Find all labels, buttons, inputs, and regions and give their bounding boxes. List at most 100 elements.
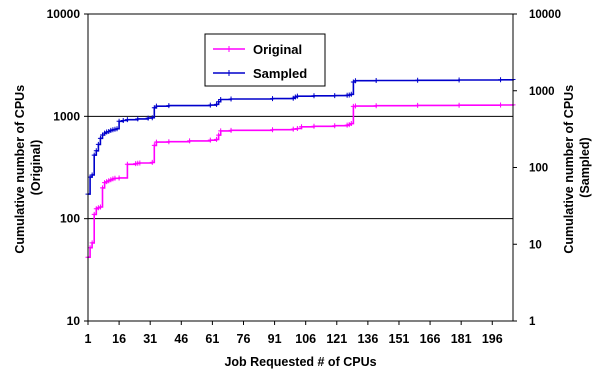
data-point [120, 117, 126, 123]
left-axis-title-line-1: Cumulative number of CPUs [13, 85, 27, 254]
data-point [373, 103, 379, 109]
right-tick-label: 10000 [529, 9, 561, 21]
data-point [294, 93, 300, 99]
data-point [187, 138, 193, 144]
right-tick-label: 1 [529, 316, 536, 328]
legend-swatch-original [213, 46, 245, 52]
tick-layer: 10 100 1000 10000 1 10 100 1000 10000 1 16 31 46 61 76… [47, 7, 561, 346]
data-point [137, 160, 143, 166]
data-point [352, 103, 358, 109]
data-point [89, 172, 95, 178]
data-point [153, 139, 159, 145]
data-point [270, 96, 276, 102]
legend-box [204, 33, 326, 87]
gridlines [88, 115, 513, 220]
data-point [311, 93, 317, 99]
data-point [332, 93, 338, 99]
x-tick-label: 16 [112, 332, 126, 346]
right-tick-label: 100 [529, 163, 548, 175]
x-tick-label: 181 [451, 332, 472, 346]
right-axis-title-line-2: (Sampled) [578, 137, 592, 197]
data-point [290, 126, 296, 132]
data-point [149, 159, 155, 165]
data-point [218, 128, 224, 134]
x-tick-label: 196 [482, 332, 503, 346]
legend-label-original: Original [253, 42, 302, 57]
legend-marker [226, 70, 232, 76]
right-tick-label: 1000 [529, 86, 555, 98]
legend-swatch-sampled [213, 70, 245, 76]
data-point [456, 102, 462, 108]
left-tick-label: 1000 [53, 109, 80, 123]
data-point [97, 204, 103, 210]
right-axis-title-line-1: Cumulative number of CPUs [562, 85, 576, 254]
series-original [85, 102, 516, 260]
data-point [114, 126, 120, 132]
x-tick-label: 76 [237, 332, 251, 346]
data-point [299, 124, 305, 130]
data-point [166, 139, 172, 145]
data-point [214, 101, 220, 107]
x-tick-label: 166 [420, 332, 441, 346]
x-axis-title: Job Requested # of CPUs [224, 355, 376, 369]
data-point [97, 135, 103, 141]
right-axis-title: Cumulative number of CPUs (Sampled) [562, 81, 592, 253]
x-tick-label: 46 [174, 332, 188, 346]
data-point [151, 142, 157, 148]
x-tick-label: 1 [85, 332, 92, 346]
data-point [153, 103, 159, 109]
data-point [207, 102, 213, 108]
x-tick-label: 91 [268, 332, 282, 346]
data-point [352, 78, 358, 84]
left-axis-title-line-2: (Original) [29, 140, 43, 196]
data-point [91, 211, 97, 217]
x-tick-label: 31 [143, 332, 157, 346]
data-point [311, 123, 317, 129]
series-layer [85, 77, 516, 260]
data-point [124, 117, 130, 123]
legend: Original Sampled [204, 33, 326, 87]
data-point [207, 137, 213, 143]
data-point [228, 127, 234, 133]
series-sampled [85, 77, 516, 197]
x-tick-label: 121 [326, 332, 347, 346]
data-point [93, 148, 99, 154]
data-point [89, 240, 95, 246]
legend-label-sampled: Sampled [253, 66, 307, 81]
left-axis-title: Cumulative number of CPUs (Original) [13, 81, 43, 253]
data-point [228, 96, 234, 102]
x-tick-label: 136 [357, 332, 378, 346]
x-tick-label: 151 [389, 332, 410, 346]
data-point [498, 77, 504, 83]
left-tick-label: 100 [60, 212, 80, 226]
data-point [373, 78, 379, 84]
data-point [214, 136, 220, 142]
data-point [116, 118, 122, 124]
data-point [348, 91, 354, 97]
series-line [88, 79, 514, 195]
data-point [415, 77, 421, 83]
data-point [415, 102, 421, 108]
data-point [498, 102, 504, 108]
data-point [270, 127, 276, 133]
data-point [149, 115, 155, 121]
data-point [348, 121, 354, 127]
data-point [294, 126, 300, 132]
data-point [116, 175, 122, 181]
data-point [166, 103, 172, 109]
data-point [218, 96, 224, 102]
data-point [456, 77, 462, 83]
right-tick-label: 10 [529, 239, 542, 251]
data-point [100, 185, 106, 191]
left-tick-label: 10 [67, 314, 81, 328]
x-tick-label: 61 [205, 332, 219, 346]
data-point [124, 161, 130, 167]
series-line [88, 104, 514, 258]
data-point [91, 152, 97, 158]
legend-marker [226, 46, 232, 52]
data-point [332, 123, 338, 129]
left-tick-label: 10000 [47, 7, 81, 21]
x-tick-label: 106 [295, 332, 316, 346]
data-point [95, 141, 101, 147]
